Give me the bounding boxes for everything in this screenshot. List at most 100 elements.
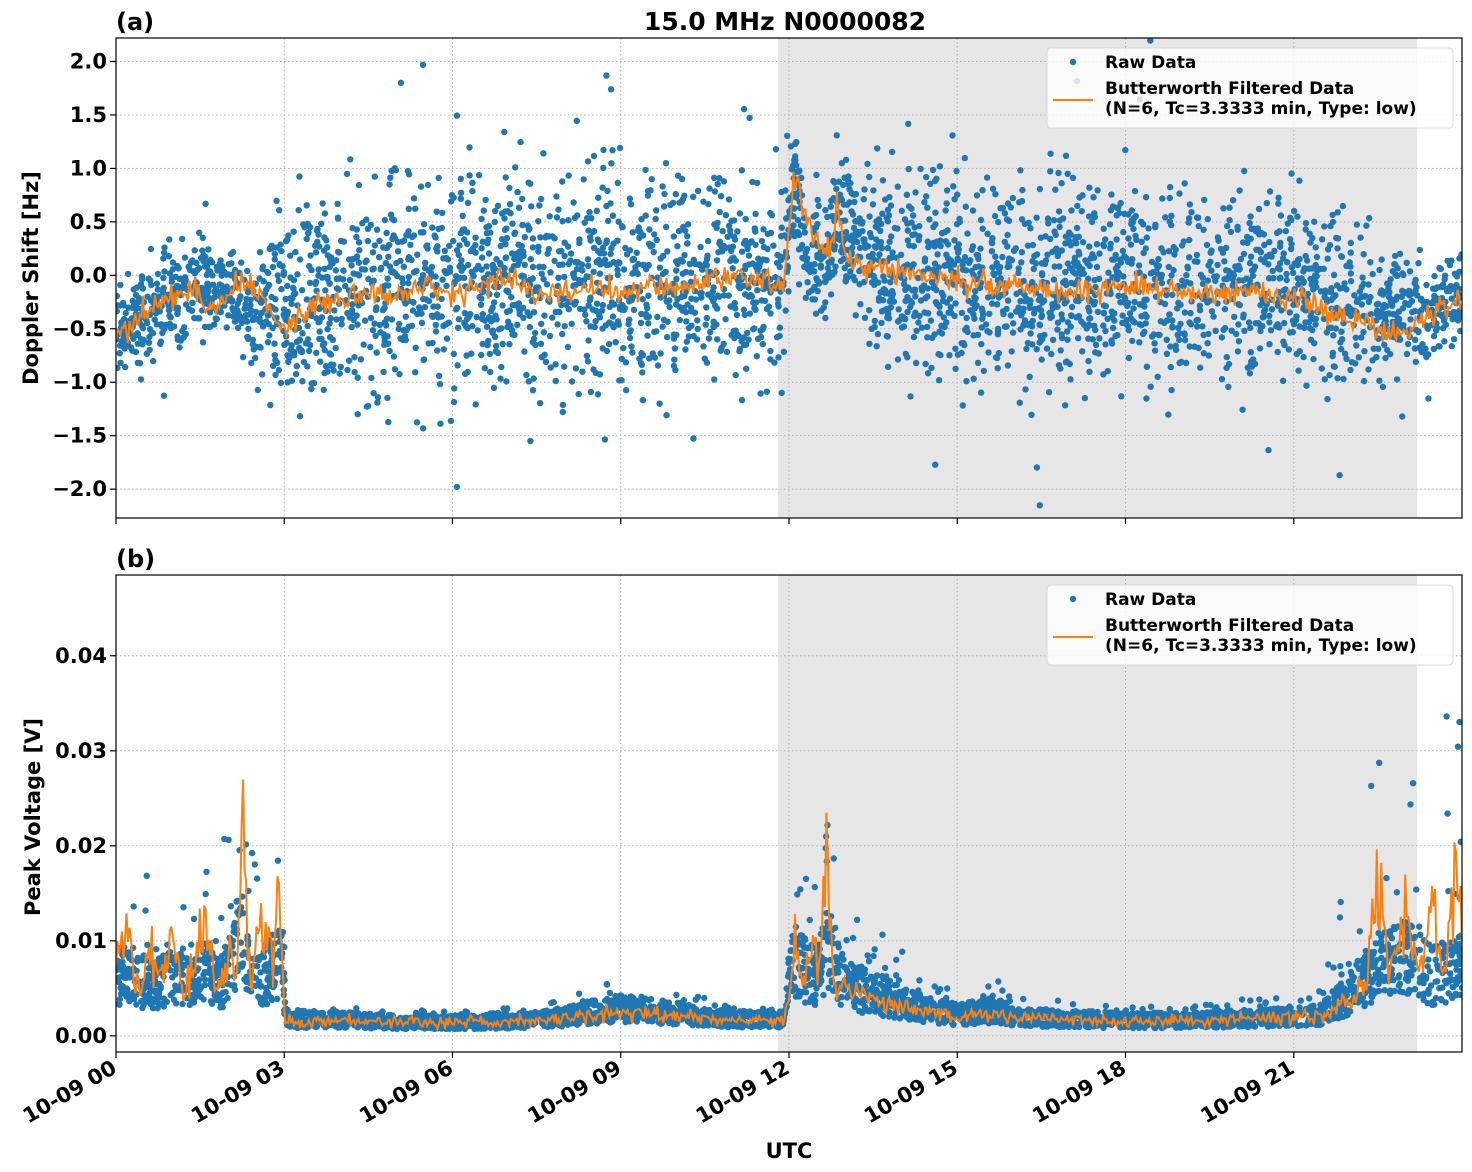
raw-data-points	[116, 38, 1462, 509]
raw-data-point	[296, 256, 304, 263]
raw-data-point	[421, 264, 429, 272]
raw-data-point	[674, 243, 681, 250]
raw-data-point	[190, 915, 198, 923]
raw-data-point	[647, 187, 654, 194]
raw-data-point	[416, 280, 424, 287]
raw-data-point	[1247, 349, 1255, 356]
raw-data-point	[1117, 299, 1124, 306]
raw-data-point	[1269, 267, 1276, 275]
raw-data-point	[1008, 348, 1015, 355]
raw-data-point	[673, 267, 680, 274]
raw-data-point	[117, 281, 124, 289]
raw-data-point	[1323, 329, 1331, 336]
raw-data-point	[454, 362, 461, 369]
raw-data-point	[276, 207, 283, 214]
raw-data-point	[571, 214, 578, 222]
raw-data-point	[318, 220, 325, 227]
raw-data-point	[798, 174, 805, 182]
raw-data-point	[228, 260, 235, 267]
raw-data-point	[1309, 326, 1316, 334]
raw-data-point	[670, 233, 677, 240]
raw-data-point	[1380, 304, 1387, 311]
raw-data-point	[953, 167, 960, 175]
raw-data-point	[1062, 152, 1070, 159]
raw-data-point	[847, 268, 854, 275]
raw-data-point	[1076, 251, 1083, 258]
raw-data-point	[977, 216, 985, 224]
raw-data-point	[220, 268, 228, 276]
raw-data-point	[868, 233, 875, 241]
raw-data-point	[720, 178, 728, 185]
raw-data-point	[372, 332, 379, 339]
raw-data-point	[1096, 335, 1103, 342]
raw-data-point	[1320, 315, 1328, 323]
raw-data-point	[1200, 226, 1207, 233]
raw-data-point	[268, 245, 275, 252]
raw-data-point	[842, 278, 849, 285]
raw-data-point	[199, 234, 206, 241]
raw-data-point	[558, 247, 565, 255]
raw-data-point	[1073, 224, 1081, 232]
raw-data-point	[315, 266, 323, 273]
raw-data-point	[824, 213, 831, 221]
raw-data-point	[1266, 341, 1273, 348]
raw-data-point	[1162, 214, 1169, 221]
raw-data-point	[1013, 290, 1020, 298]
y-tick-label: −0.5	[52, 317, 107, 341]
raw-data-point	[633, 249, 640, 256]
raw-data-point	[1442, 321, 1450, 328]
raw-data-point	[1121, 210, 1128, 217]
raw-data-point	[1391, 252, 1399, 260]
raw-data-point	[684, 240, 691, 247]
raw-data-point	[531, 329, 539, 337]
raw-data-point	[1399, 287, 1406, 295]
raw-data-point	[812, 310, 820, 317]
raw-data-point	[953, 244, 960, 252]
raw-data-point	[497, 375, 504, 382]
raw-data-point	[520, 252, 527, 259]
raw-data-point	[1166, 311, 1173, 318]
raw-data-point	[234, 324, 242, 331]
raw-data-point	[512, 164, 519, 171]
raw-data-point	[1223, 353, 1231, 361]
raw-data-point	[511, 255, 518, 262]
raw-data-point	[202, 288, 210, 295]
raw-data-point	[600, 164, 607, 172]
raw-data-point	[645, 320, 652, 327]
raw-data-point	[1176, 336, 1183, 344]
raw-data-point	[494, 202, 502, 209]
raw-data-point	[1247, 213, 1254, 220]
raw-data-point	[811, 261, 818, 268]
raw-data-point	[850, 273, 857, 280]
raw-data-point	[1079, 266, 1086, 273]
raw-data-point	[696, 261, 703, 269]
raw-data-point	[1260, 313, 1267, 320]
raw-data-point	[351, 368, 358, 376]
raw-data-point	[361, 317, 369, 324]
raw-data-point	[593, 207, 600, 214]
raw-data-point	[483, 230, 491, 237]
raw-data-point	[1235, 338, 1243, 345]
raw-data-point	[1369, 270, 1376, 278]
raw-data-point	[746, 114, 753, 122]
raw-data-point	[841, 264, 848, 272]
raw-data-point	[1229, 197, 1237, 204]
raw-data-point	[1370, 345, 1377, 352]
raw-data-point	[166, 236, 173, 243]
raw-data-point	[559, 330, 566, 338]
raw-data-point	[585, 262, 592, 269]
raw-data-point	[787, 143, 795, 150]
raw-data-point	[622, 387, 630, 394]
raw-data-point	[639, 296, 646, 303]
raw-data-point	[997, 291, 1005, 299]
raw-data-point	[740, 105, 748, 113]
raw-data-point	[1155, 255, 1162, 263]
raw-data-point	[664, 248, 671, 255]
raw-data-point	[1119, 247, 1127, 255]
raw-data-point	[912, 293, 919, 300]
raw-data-point	[1108, 337, 1115, 344]
raw-data-point	[1432, 327, 1440, 334]
raw-data-point	[838, 196, 846, 204]
raw-data-point	[1069, 174, 1077, 181]
raw-data-point	[1009, 329, 1017, 336]
